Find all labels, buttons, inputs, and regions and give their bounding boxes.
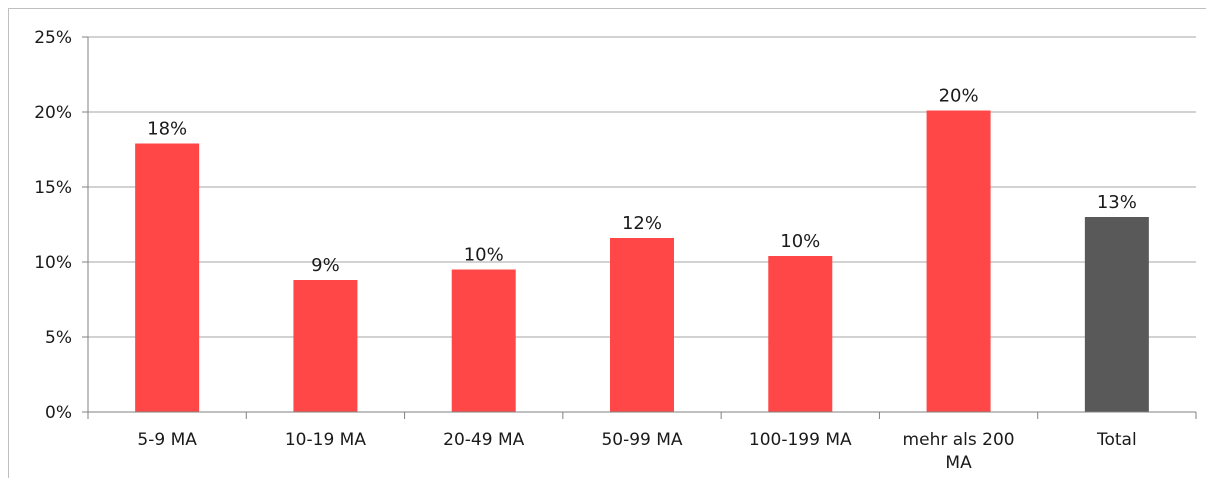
y-tick-label: 15% — [34, 178, 72, 198]
y-axis-ticks: 0% 5% 10% 15% 20% 25% — [34, 28, 88, 423]
data-label: 13% — [1097, 192, 1137, 213]
data-label: 10% — [464, 245, 504, 266]
data-label: 18% — [147, 119, 187, 140]
bar — [1084, 217, 1149, 412]
bars — [135, 110, 1149, 412]
bar — [293, 280, 358, 412]
chart-frame — [8, 8, 1206, 478]
data-label: 20% — [939, 86, 979, 107]
y-tick-label: 10% — [34, 253, 72, 273]
data-label: 12% — [622, 213, 662, 234]
data-label: 10% — [780, 231, 820, 252]
category-label: mehr als 200 MA — [903, 430, 1015, 473]
category-label: 100-199 MA — [749, 430, 852, 450]
y-tick-label: 20% — [34, 103, 72, 123]
data-label: 9% — [311, 255, 340, 276]
data-labels: 18% 9% 10% 12% 10% 20% 13% — [147, 86, 1137, 277]
bar — [451, 269, 516, 412]
y-tick-label: 25% — [34, 28, 72, 48]
category-label: 10-19 MA — [285, 430, 366, 450]
bar — [926, 110, 991, 412]
category-label: Total — [1096, 430, 1137, 450]
category-labels: 5-9 MA 10-19 MA 20-49 MA 50-99 MA 100-199 MA… — [137, 430, 1136, 473]
y-tick-label: 5% — [45, 328, 72, 348]
bar — [610, 238, 674, 412]
x-axis — [87, 37, 1197, 419]
y-tick-label: 0% — [45, 403, 72, 423]
bar — [768, 256, 833, 412]
category-label: 5-9 MA — [137, 430, 197, 450]
bar — [135, 143, 200, 412]
category-label: 20-49 MA — [443, 430, 524, 450]
category-label: 50-99 MA — [601, 430, 682, 450]
